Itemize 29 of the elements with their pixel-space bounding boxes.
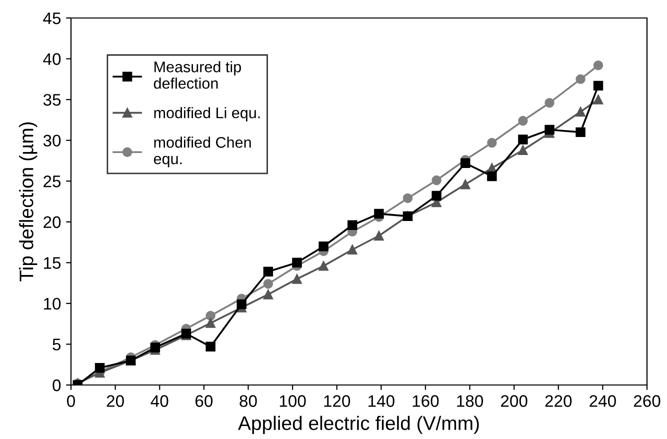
- x-tick-label: 60: [196, 395, 213, 407]
- legend-label: Measured tip deflection: [154, 61, 241, 89]
- y-tick-label: 25: [44, 176, 61, 188]
- legend-label: modified Chen equ.: [154, 136, 251, 168]
- x-tick-label: 80: [240, 395, 257, 407]
- x-tick-label: 0: [67, 395, 75, 407]
- x-tick-label: 20: [106, 395, 124, 407]
- x-tick-label: 180: [457, 395, 484, 407]
- x-tick-label: 200: [501, 395, 528, 407]
- x-tick-label: 40: [150, 395, 168, 407]
- y-tick-label: 30: [43, 134, 61, 147]
- y-tick-label: 20: [44, 216, 61, 228]
- legend-label: modified Li equ.: [154, 107, 260, 122]
- x-tick-label: 260: [634, 395, 660, 407]
- x-tick-label: 220: [545, 395, 572, 407]
- y-tick-label: 15: [44, 257, 61, 269]
- y-tick-label: 45: [43, 12, 61, 24]
- y-tick-label: 0: [52, 379, 61, 392]
- x-tick-label: 100: [280, 395, 306, 407]
- x-tick-label: 140: [368, 395, 394, 407]
- y-tick-label: 5: [52, 338, 61, 350]
- x-axis-title: Applied electric field (V/mm): [238, 416, 479, 434]
- y-tick-label: 10: [44, 298, 61, 310]
- x-tick-label: 240: [590, 395, 616, 407]
- y-axis-title: Tip deflection (µm): [19, 122, 38, 282]
- x-tick-label: 160: [412, 395, 439, 407]
- y-tick-label: 35: [43, 94, 61, 106]
- y-tick-label: 40: [43, 53, 61, 65]
- x-tick-label: 120: [324, 395, 350, 407]
